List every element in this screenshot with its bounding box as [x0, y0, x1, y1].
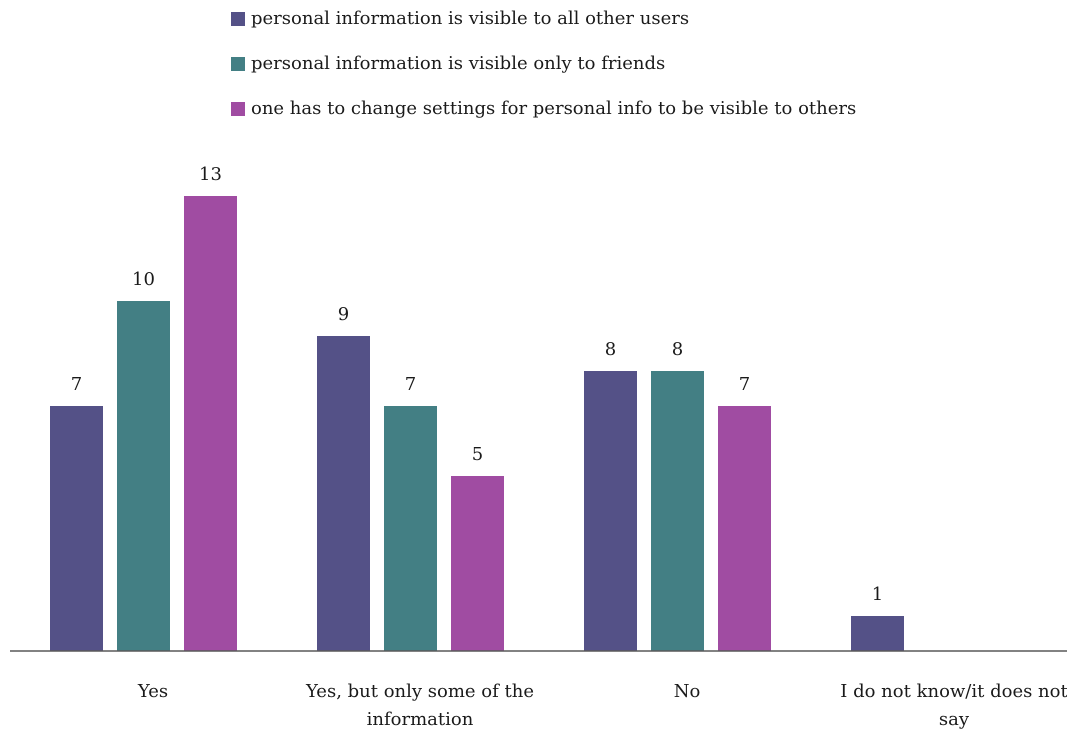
- bar-yes-but-only-some-of-the-information-series-2: [384, 406, 437, 651]
- category-label-line: Yes: [137, 681, 168, 702]
- category-label-line: information: [367, 709, 474, 730]
- category-label-i-do-not-know-it-does-not-say: I do not know/it does not say: [840, 681, 1067, 730]
- data-label-yes-series-2: 10: [132, 269, 155, 290]
- data-label-yes-but-only-some-of-the-information-series-3: 5: [472, 444, 483, 465]
- category-label-no: No: [674, 681, 701, 702]
- category-label-yes-but-only-some-of-the-information: Yes, but only some of the information: [305, 681, 534, 730]
- data-label-yes-but-only-some-of-the-information-series-1: 9: [338, 304, 349, 325]
- category-label-line: Yes, but only some of the: [305, 681, 534, 702]
- bar-yes-but-only-some-of-the-information-series-1: [317, 336, 370, 651]
- bar-yes-series-3: [184, 196, 237, 651]
- legend-label-change-settings: one has to change settings for personal …: [251, 98, 857, 119]
- legend-swatch-friends: [231, 57, 245, 71]
- data-label-yes-but-only-some-of-the-information-series-2: 7: [405, 374, 416, 395]
- data-label-yes-series-3: 13: [199, 164, 222, 185]
- legend-label-all-users: personal information is visible to all o…: [251, 8, 690, 29]
- category-labels-group: Yes Yes, but only some of the information N…: [137, 681, 1067, 730]
- legend-item-all-users: personal information is visible to all o…: [231, 8, 856, 30]
- bar-yes-but-only-some-of-the-information-series-3: [451, 476, 504, 651]
- category-label-line: No: [674, 681, 701, 702]
- data-labels-group: 7 10 13 9 7 5 8 8 7 1: [71, 164, 883, 605]
- category-label-yes: Yes: [137, 681, 168, 702]
- bar-no-series-1: [584, 371, 637, 651]
- bar-no-series-3: [718, 406, 771, 651]
- data-label-no-series-1: 8: [605, 339, 616, 360]
- data-label-yes-series-1: 7: [71, 374, 82, 395]
- legend: personal information is visible to all o…: [231, 8, 856, 143]
- category-label-line: say: [939, 709, 970, 730]
- data-label-no-series-2: 8: [672, 339, 683, 360]
- legend-swatch-all-users: [231, 12, 245, 26]
- legend-item-friends: personal information is visible only to …: [231, 53, 856, 75]
- category-label-line: I do not know/it does not: [840, 681, 1067, 702]
- data-label-i-do-not-know-it-does-not-say-series-1: 1: [872, 584, 883, 605]
- legend-item-change-settings: one has to change settings for personal …: [231, 98, 856, 120]
- bar-no-series-2: [651, 371, 704, 651]
- bar-yes-series-2: [117, 301, 170, 651]
- bar-i-do-not-know-it-does-not-say-series-1: [851, 616, 904, 651]
- legend-label-friends: personal information is visible only to …: [251, 53, 666, 74]
- bars-group: [50, 196, 904, 651]
- legend-swatch-change-settings: [231, 102, 245, 116]
- bar-yes-series-1: [50, 406, 103, 651]
- data-label-no-series-3: 7: [739, 374, 750, 395]
